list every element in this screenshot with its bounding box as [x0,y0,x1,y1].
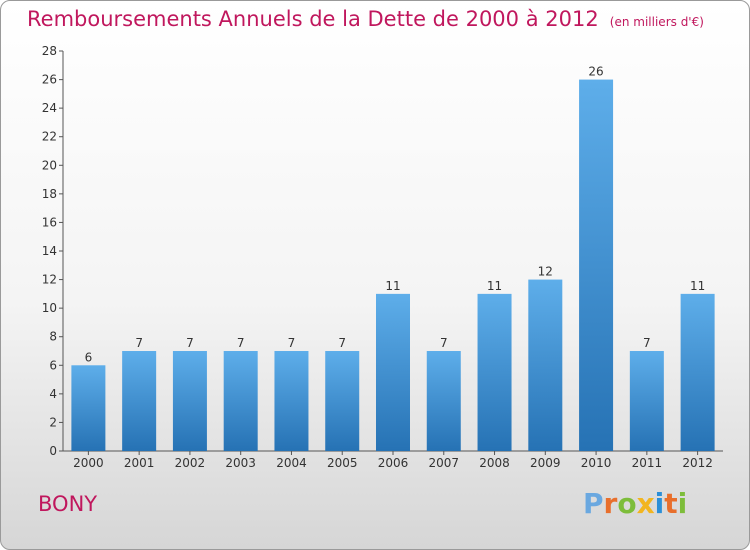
data-label: 7 [440,336,448,350]
y-tick-label: 6 [49,358,57,372]
x-tick-label: 2007 [428,456,459,470]
data-label: 7 [186,336,194,350]
bar [71,365,106,451]
x-tick-label: 2009 [530,456,561,470]
bar [680,293,715,451]
data-label: 7 [237,336,245,350]
chart-title: Remboursements Annuels de la Dette de 20… [27,7,599,31]
data-label: 26 [588,65,603,79]
bar [274,351,309,451]
y-tick-label: 26 [42,73,57,87]
x-tick-label: 2005 [327,456,358,470]
y-tick-label: 28 [42,44,57,58]
y-tick-label: 22 [42,130,57,144]
y-tick-label: 24 [42,101,57,115]
data-label: 6 [85,350,93,364]
bar [528,279,563,451]
x-tick-label: 2008 [479,456,510,470]
data-label: 7 [643,336,651,350]
y-tick-label: 14 [42,244,57,258]
x-tick-label: 2011 [632,456,663,470]
y-tick-label: 4 [49,387,57,401]
x-tick-label: 2000 [73,456,104,470]
x-tick-label: 2001 [124,456,155,470]
bar [376,293,410,451]
chart-subtitle: (en milliers d'€) [609,15,704,29]
data-label: 11 [385,279,400,293]
data-label: 11 [690,279,705,293]
bars: 6 7 7 7 7 7 11 7 11 12 26 7 11 [71,65,715,452]
bar [426,351,461,451]
data-label: 7 [135,336,143,350]
bar [629,351,664,451]
x-tick-label: 2010 [581,456,612,470]
x-tick-label: 2004 [276,456,307,470]
x-tick-label: 2012 [682,456,713,470]
title-line: Remboursements Annuels de la Dette de 20… [27,7,704,31]
data-label: 7 [338,336,346,350]
data-label: 11 [487,279,502,293]
y-tick-label: 0 [49,444,57,458]
brand-logo: Proxiti [583,487,688,520]
y-tick-label: 16 [42,215,57,229]
y-tick-label: 12 [42,273,57,287]
y-tick-label: 18 [42,187,57,201]
bar [122,351,157,451]
x-tick-label: 2002 [175,456,206,470]
bar [325,351,360,451]
data-label: 12 [538,265,553,279]
data-label: 7 [288,336,296,350]
y-tick-label: 2 [49,415,57,429]
x-tick-label: 2003 [225,456,256,470]
town-name: BONY [38,492,98,516]
bar [477,293,512,451]
y-tick-label: 10 [42,301,57,315]
y-tick-label: 20 [42,158,57,172]
bar [223,351,258,451]
bar [579,79,614,452]
bar [172,351,207,451]
y-tick-label: 8 [49,330,57,344]
x-tick-label: 2006 [378,456,409,470]
